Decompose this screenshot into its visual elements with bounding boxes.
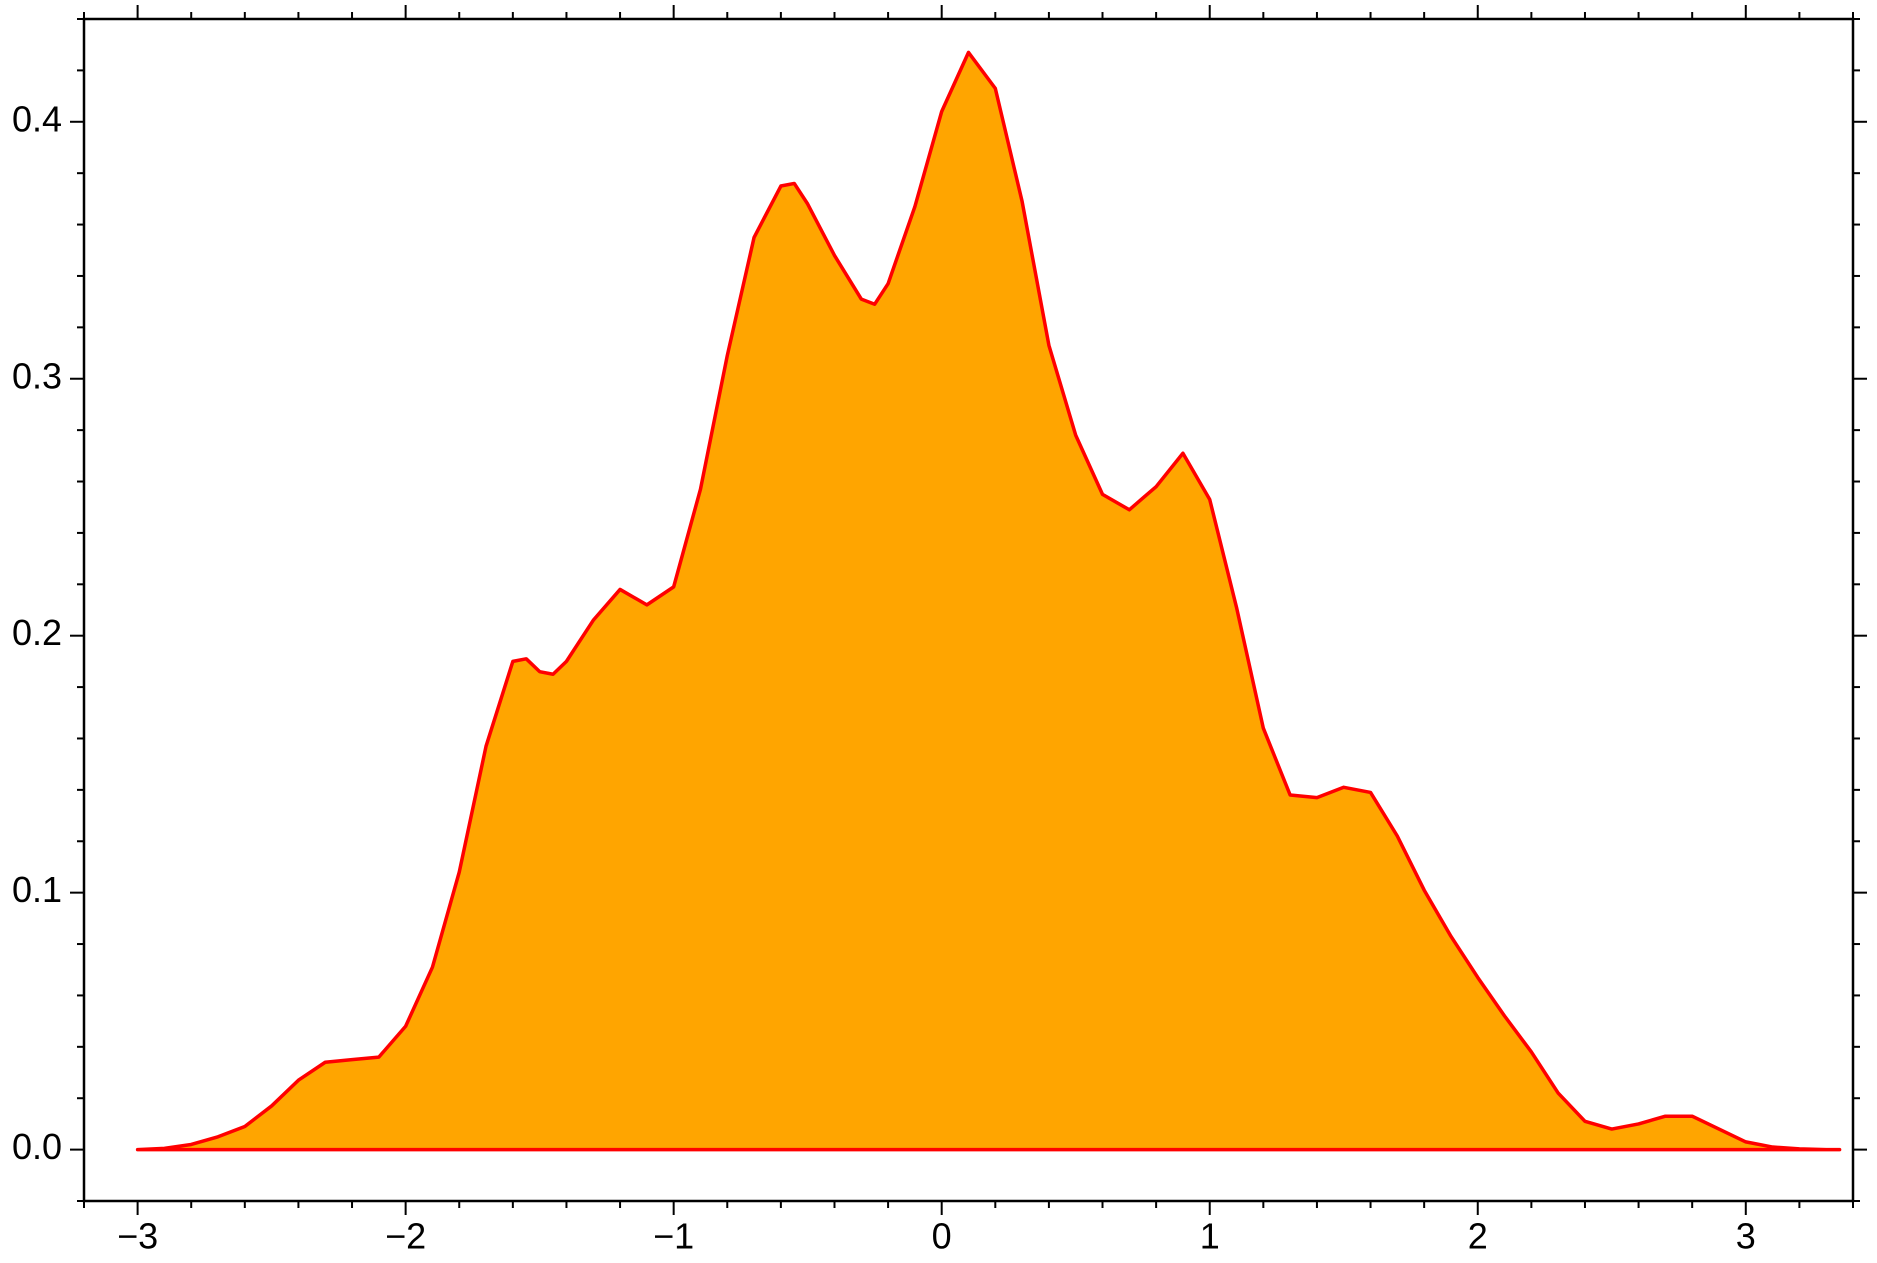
- x-tick-label: 2: [1468, 1216, 1488, 1257]
- y-tick-label: 0.2: [12, 612, 62, 653]
- y-tick-label: 0.3: [12, 355, 62, 396]
- x-tick-label: 3: [1736, 1216, 1756, 1257]
- y-tick-label: 0.4: [12, 98, 62, 139]
- plot-frame: [82, 17, 1855, 1203]
- y-tick-label: 0.1: [12, 869, 62, 910]
- x-tick-label: −1: [653, 1216, 694, 1257]
- x-tick-label: −3: [117, 1216, 158, 1257]
- x-tick-label: 1: [1200, 1216, 1220, 1257]
- x-tick-label: 0: [932, 1216, 952, 1257]
- x-tick-label: −2: [385, 1216, 426, 1257]
- density-area: [135, 50, 1842, 1152]
- y-tick-label: 0.0: [12, 1126, 62, 1167]
